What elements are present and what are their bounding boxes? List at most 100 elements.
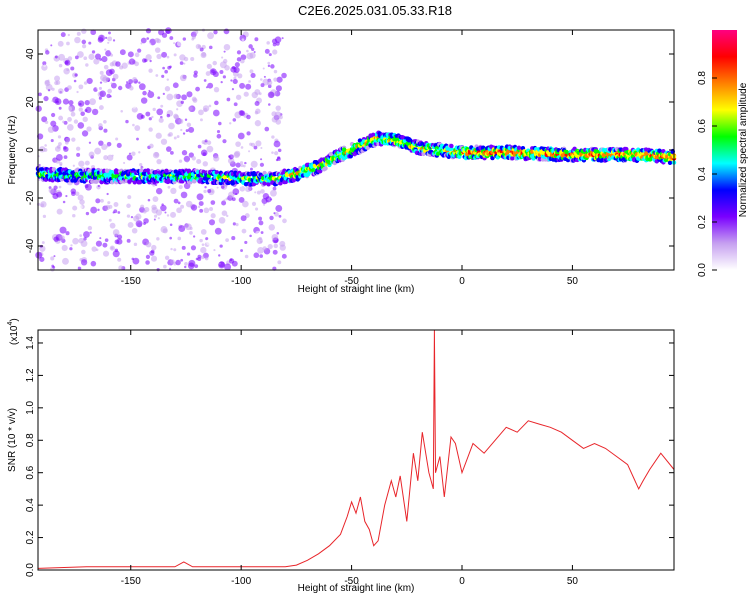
heat-point xyxy=(268,224,275,231)
heat-point xyxy=(88,53,95,60)
heat-point xyxy=(239,185,246,192)
x-tick-label: 0 xyxy=(459,576,465,587)
heat-point xyxy=(219,244,223,248)
heat-point xyxy=(67,117,72,122)
heat-point xyxy=(178,225,186,233)
heat-point xyxy=(155,74,159,77)
heat-point xyxy=(94,53,102,60)
heat-point xyxy=(50,57,55,61)
y-tick-label: 1.4 xyxy=(25,336,36,350)
heat-point xyxy=(357,138,363,143)
heat-point xyxy=(82,44,87,49)
heat-point xyxy=(165,27,172,34)
heat-point xyxy=(291,178,296,183)
heat-point xyxy=(225,238,229,242)
heat-point xyxy=(101,143,108,151)
heat-point xyxy=(273,140,281,148)
heat-point xyxy=(62,120,65,124)
heat-point xyxy=(246,114,251,120)
heat-point xyxy=(244,254,249,259)
heat-point xyxy=(254,37,259,42)
heat-point xyxy=(58,106,62,110)
heat-point xyxy=(117,234,123,240)
heat-point xyxy=(71,137,76,142)
heat-point xyxy=(186,252,191,256)
heat-point xyxy=(117,85,123,91)
heat-point xyxy=(83,81,88,85)
heat-point xyxy=(239,34,247,42)
heat-point xyxy=(140,204,145,209)
heat-point xyxy=(266,41,270,45)
heat-point xyxy=(85,211,90,216)
heat-point xyxy=(65,194,68,198)
heat-point xyxy=(97,184,100,188)
heat-point xyxy=(107,201,111,205)
heat-point xyxy=(204,185,207,189)
heat-point xyxy=(146,42,152,48)
heat-point xyxy=(84,100,90,106)
heat-point xyxy=(264,48,270,54)
heat-point xyxy=(73,79,77,83)
heat-point xyxy=(267,84,272,89)
heat-point xyxy=(61,244,68,252)
heat-point xyxy=(260,83,265,88)
heat-point xyxy=(281,253,287,259)
heat-point xyxy=(155,132,162,139)
colorbar-tick-label: 0.0 xyxy=(697,263,708,277)
heat-point xyxy=(218,254,221,257)
heat-point xyxy=(125,119,129,124)
heat-point xyxy=(271,135,275,139)
heat-point xyxy=(250,160,258,168)
heat-point xyxy=(281,37,284,40)
heat-point xyxy=(107,154,114,161)
spectrogram-y-ticks: -40 -20 0 20 40 xyxy=(25,48,674,253)
heat-point xyxy=(165,146,172,152)
heat-point xyxy=(55,80,61,85)
heat-point xyxy=(216,133,222,139)
heat-point xyxy=(57,88,64,94)
x-tick-label: -100 xyxy=(231,276,251,287)
heat-point xyxy=(262,170,267,176)
heat-point xyxy=(228,155,231,158)
heat-point xyxy=(194,30,199,35)
heat-point xyxy=(86,126,92,132)
heat-point xyxy=(91,50,96,54)
heat-point xyxy=(192,179,197,184)
heat-point xyxy=(186,122,192,128)
snr-scale-note: (x104) xyxy=(7,318,20,345)
heat-point xyxy=(143,218,149,224)
heat-point xyxy=(177,236,182,241)
heat-point xyxy=(260,147,263,150)
heat-point xyxy=(181,94,187,101)
heat-point xyxy=(112,229,120,236)
y-tick-label: 0.4 xyxy=(25,498,36,512)
heat-point xyxy=(53,185,58,190)
heat-point xyxy=(240,215,247,222)
heat-point xyxy=(78,160,85,167)
heat-point xyxy=(45,83,53,91)
heat-point xyxy=(95,198,101,204)
y-tick-label: 0.0 xyxy=(25,563,36,577)
heat-point xyxy=(246,49,249,53)
heat-point xyxy=(72,237,79,245)
heat-point xyxy=(205,71,211,76)
heat-point xyxy=(163,264,167,269)
heat-point xyxy=(62,257,69,265)
heat-point xyxy=(253,50,256,54)
heat-point xyxy=(48,187,54,194)
heat-point xyxy=(112,73,119,80)
heat-point xyxy=(270,64,275,69)
heat-point xyxy=(239,161,244,165)
heat-point xyxy=(103,128,108,133)
heat-point xyxy=(97,208,100,212)
heat-point xyxy=(135,220,143,228)
heat-point xyxy=(107,88,112,94)
y-tick-label: 0 xyxy=(25,147,36,153)
heat-point xyxy=(129,85,134,91)
heat-point xyxy=(166,78,169,81)
heat-point xyxy=(139,168,144,173)
heat-point xyxy=(89,231,92,234)
heat-point xyxy=(241,228,247,234)
heat-point xyxy=(149,143,154,149)
heat-point xyxy=(43,95,49,102)
